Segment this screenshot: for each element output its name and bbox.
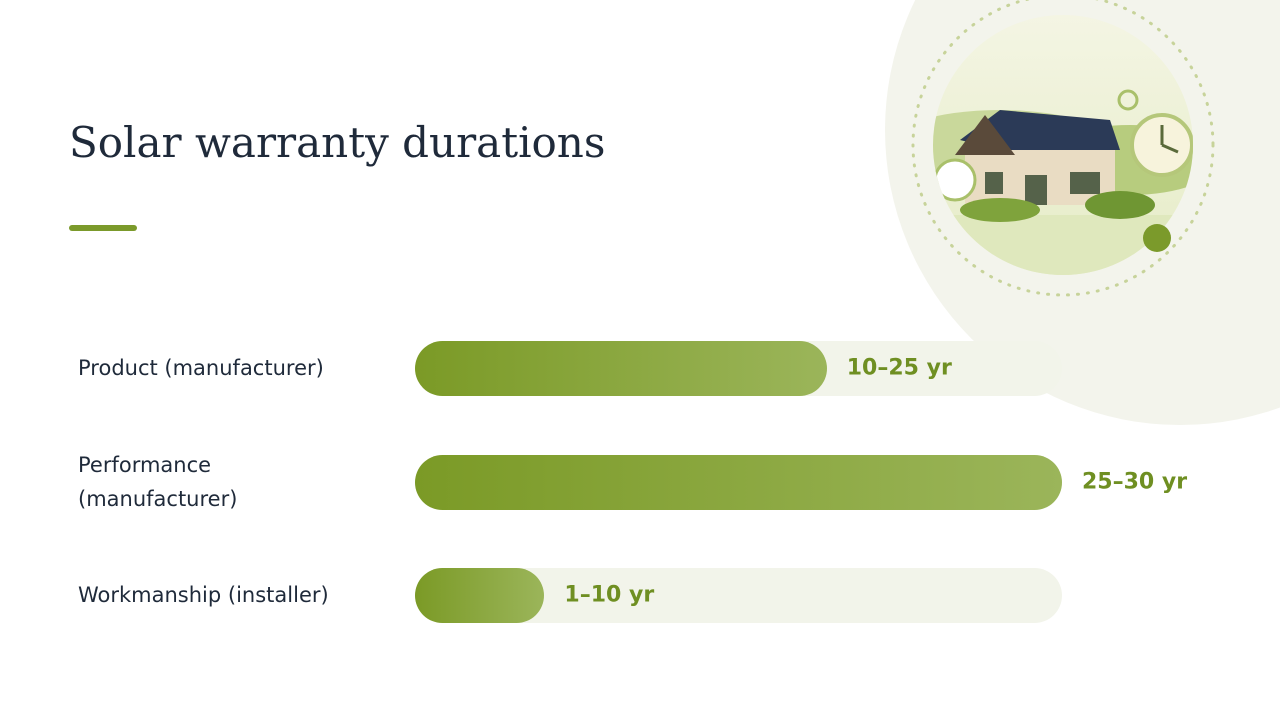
bar — [415, 454, 1062, 510]
bar — [415, 340, 827, 396]
category-label: Product (manufacturer) — [78, 356, 324, 380]
value-label: 10–25 yr — [846, 355, 952, 381]
dotted-ring — [911, 0, 1215, 297]
accent-dot — [1143, 224, 1171, 252]
value-label: 25–30 yr — [1082, 469, 1188, 495]
category-label: Workmanship (installer) — [78, 583, 329, 607]
value-label: 1–10 yr — [564, 582, 655, 608]
category-label: Performance (manufacturer) — [78, 453, 238, 511]
bar — [415, 567, 545, 623]
chart-title: Solar warranty durations — [69, 118, 606, 167]
title-accent — [69, 225, 137, 231]
